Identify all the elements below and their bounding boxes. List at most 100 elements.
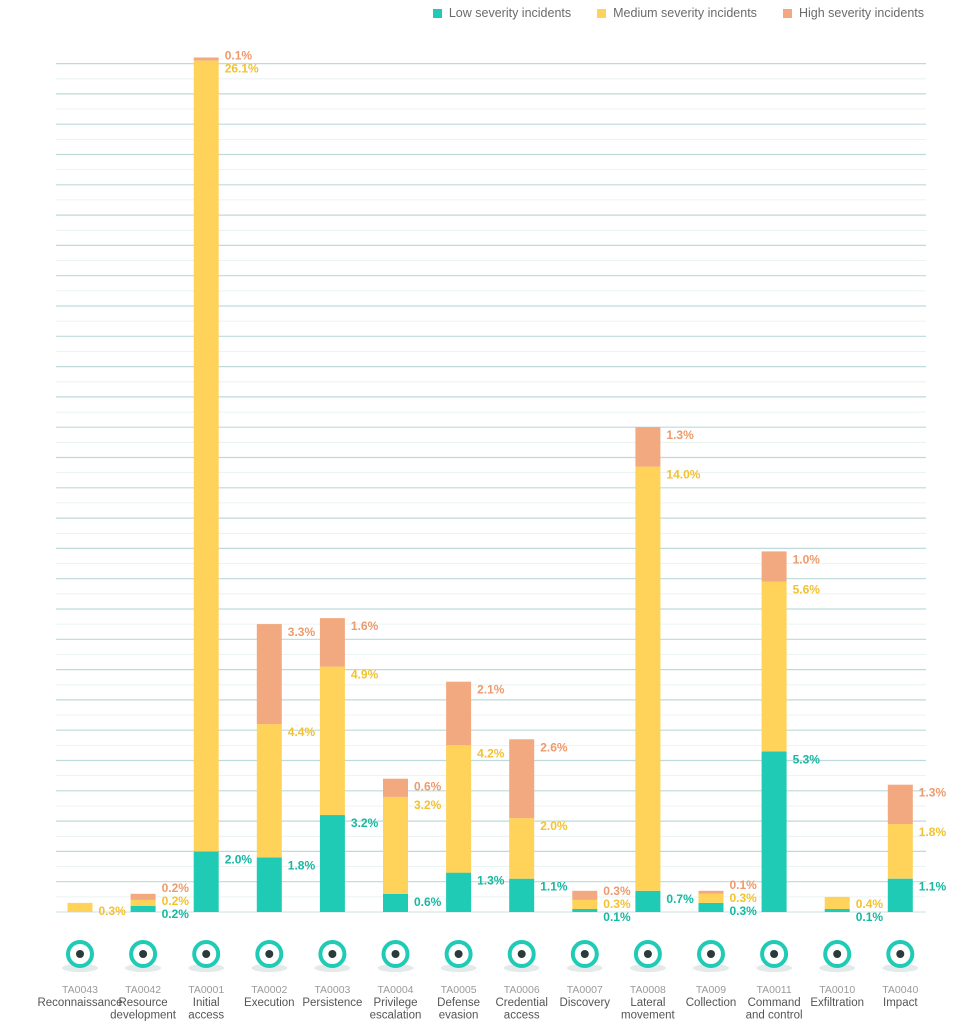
bar-medium-ta0003 [319,666,345,816]
data-label-high-ta0005: 2.1% [477,683,505,697]
bar-medium-ta0011 [761,581,787,752]
hacker-brick-wall-icon-core [139,950,148,958]
bar-low-ta0006 [509,878,535,912]
bar-high-ta0040 [887,784,913,825]
bar-medium-ta0002 [256,724,282,858]
category-name-ta0043: Reconnaissance [37,997,122,1009]
category-code-ta0043: TA0043 [62,984,98,996]
legend-label-high: High severity incidents [798,6,924,20]
person-doorway-icon-core [202,950,211,958]
data-label-low-ta0001: 2.0% [225,852,253,866]
category-name-ta0011: Command [748,997,801,1009]
bar-medium-ta0004 [383,796,408,894]
bar-medium-ta0006 [509,818,535,879]
bar-low-ta0005 [446,872,472,912]
category-name-ta0002: Execution [244,997,295,1009]
data-label-high-ta0011: 1.0% [793,552,821,566]
data-label-high-ta0004: 0.6% [414,780,442,794]
legend-item-low: Low severity incidents [432,6,572,20]
data-label-low-ta009: 0.3% [730,904,758,918]
escalator-icon-core [391,950,400,958]
data-label-high-ta0003: 1.6% [351,619,379,633]
data-label-high-ta0006: 2.6% [540,740,568,754]
data-label-medium-ta0043: 0.3% [99,904,127,918]
bar-medium-ta0010 [824,896,850,909]
bar-high-ta0006 [509,739,535,819]
cut-padlock-icon [444,940,473,968]
server-rack-icon [760,940,789,968]
hacker-brick-wall-icon [129,940,158,968]
category-code-ta0004: TA0004 [378,984,414,996]
explosion-graph-icon-core [896,950,905,958]
data-label-medium-ta0042: 0.2% [162,894,190,908]
data-label-medium-ta0002: 4.4% [288,725,316,739]
data-label-medium-ta0008: 14.0% [666,468,700,482]
legend-item-high: High severity incidents [782,6,924,20]
category-code-ta0007: TA0007 [567,984,603,996]
category-code-ta0042: TA0042 [125,984,161,996]
bar-medium-ta0040 [887,824,913,879]
bar-medium-ta009 [698,893,724,903]
data-label-low-ta0008: 0.7% [666,892,694,906]
data-label-medium-ta0004: 3.2% [414,798,442,812]
bar-medium-ta0008 [635,466,661,891]
bar-medium-ta0005 [446,745,472,873]
data-label-low-ta0042: 0.2% [162,907,190,921]
bar-medium-ta0007 [572,899,598,909]
data-label-medium-ta009: 0.3% [730,891,758,905]
bar-low-ta0007 [572,909,598,912]
category-code-ta0010: TA0010 [819,984,855,996]
category-name-ta0011: and control [746,1010,803,1022]
bar-low-ta0002 [256,857,282,912]
server-rack-icon-core [770,950,779,958]
data-label-high-ta0007: 0.3% [603,884,631,898]
category-name-ta0005: evasion [439,1010,479,1022]
category-code-ta0006: TA0006 [504,984,540,996]
category-name-ta0042: Resource [118,997,167,1009]
bar-high-ta0007 [572,890,598,900]
magnifier-icon [66,940,94,968]
category-name-ta009: Collection [686,997,737,1009]
bar-low-ta0011 [761,751,787,912]
monitor-data-icon-core [707,950,715,958]
category-code-ta0011: TA0011 [756,984,791,996]
network-cubes-icon [633,940,662,968]
data-label-medium-ta0001: 26.1% [225,62,259,76]
bar-high-ta0011 [761,551,787,582]
category-code-ta009: TA009 [696,984,726,996]
bar-high-ta0042 [130,893,156,900]
bar-high-ta0003 [319,618,345,667]
escalator-icon [381,940,410,968]
data-label-low-ta0003: 3.2% [351,816,379,830]
data-label-low-ta0004: 0.6% [414,895,442,909]
bar-low-ta0001 [193,851,219,912]
bar-low-ta0040 [887,878,913,912]
category-code-ta0003: TA0003 [314,984,350,996]
category-name-ta0004: escalation [370,1010,422,1022]
category-code-ta0040: TA0040 [882,984,918,996]
category-name-ta0008: movement [621,1010,675,1022]
data-label-low-ta0007: 0.1% [603,910,631,924]
bar-low-ta0010 [824,909,850,912]
legend-label-medium: Medium severity incidents [613,6,757,20]
data-label-low-ta0040: 1.1% [919,880,947,894]
bar-medium-ta0042 [130,899,156,906]
legend-item-medium: Medium severity incidents [597,6,757,20]
legend-swatch-low [432,8,442,18]
legend-label-low: Low severity incidents [448,6,572,20]
data-label-low-ta0010: 0.1% [856,910,884,924]
magnifier-icon-core [76,950,84,958]
data-label-high-ta0001: 0.1% [225,49,253,63]
bar-low-ta009 [698,902,724,912]
data-label-medium-ta0007: 0.3% [603,897,631,911]
data-label-low-ta0006: 1.1% [540,880,568,894]
category-name-ta0007: Discovery [560,997,611,1009]
legend-swatch-high [782,8,792,18]
bar-low-ta0042 [130,905,156,912]
category-name-ta0003: Persistence [302,997,362,1009]
data-label-medium-ta0006: 2.0% [540,819,568,833]
category-name-ta0006: Credential [495,997,547,1009]
data-label-high-ta0002: 3.3% [288,625,316,639]
category-name-ta0042: development [110,1010,177,1022]
